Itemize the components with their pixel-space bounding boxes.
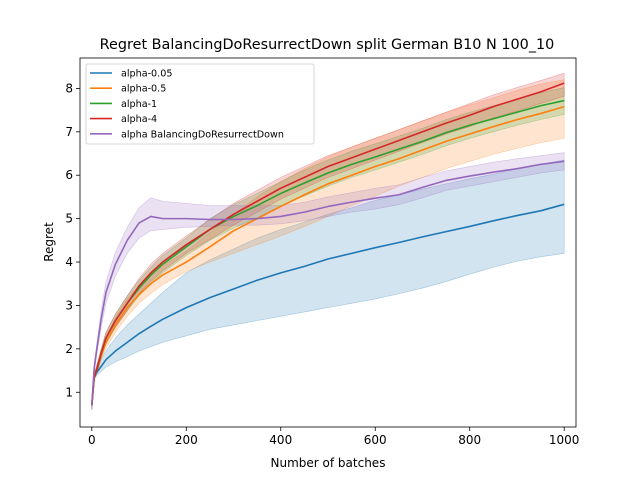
- y-axis-label: Regret: [42, 222, 56, 262]
- band-alpha-0-05: [91, 159, 565, 410]
- legend-label: alpha-0.5: [121, 84, 166, 95]
- band-alpha-4: [91, 72, 565, 410]
- legend-label: alpha BalancingDoResurrectDown: [121, 129, 284, 140]
- x-axis-ticks: 0 200 400 600 800 1000: [88, 427, 579, 447]
- y-tick-label: 5: [65, 212, 73, 226]
- y-tick-label: 3: [65, 298, 73, 312]
- line-alpha-4: [91, 82, 565, 406]
- legend-label: alpha-1: [121, 99, 157, 110]
- line-alpha-0-05: [91, 203, 565, 406]
- plot-frame: [79, 57, 577, 428]
- legend-box: [85, 63, 315, 145]
- x-tick-label: 400: [269, 433, 292, 447]
- legend-item-alpha-1: alpha-1: [90, 99, 157, 110]
- x-tick-label: 800: [458, 433, 481, 447]
- legend-item-alpha-balancingdoresurrectdown: alpha BalancingDoResurrectDown: [90, 129, 284, 140]
- y-tick-label: 8: [65, 81, 73, 95]
- y-tick-label: 1: [65, 385, 73, 399]
- x-tick-label: 1000: [549, 433, 580, 447]
- legend-item-alpha-4: alpha-4: [90, 114, 157, 125]
- y-tick-label: 4: [65, 255, 73, 269]
- x-tick-label: 600: [364, 433, 387, 447]
- legend-item-alpha-0-05: alpha-0.05: [90, 69, 172, 80]
- y-tick-label: 6: [65, 168, 73, 182]
- band-alpha-balancingdoresurrectdown: [91, 152, 565, 410]
- line-alpha-balancingdoresurrectdown: [91, 160, 565, 406]
- legend-item-alpha-0-5: alpha-0.5: [90, 84, 166, 95]
- legend-label: alpha-0.05: [121, 69, 172, 80]
- y-tick-label: 7: [65, 125, 73, 139]
- band-alpha-0-5: [91, 79, 565, 410]
- x-axis-label: Number of batches: [271, 456, 386, 470]
- series-lines: [91, 82, 565, 406]
- x-tick-label: 200: [175, 433, 198, 447]
- y-axis-ticks: 1 2 3 4 5 6 7 8: [65, 81, 80, 399]
- x-tick-label: 0: [88, 433, 96, 447]
- chart-title: Regret BalancingDoResurrectDown split Ge…: [100, 37, 555, 53]
- legend-items: alpha-0.05 alpha-0.5 alpha-1 alpha-4 alpha B…: [90, 69, 284, 140]
- y-tick-label: 2: [65, 342, 73, 356]
- legend-label: alpha-4: [121, 114, 157, 125]
- legend: alpha-0.05 alpha-0.5 alpha-1 alpha-4 alpha B…: [85, 63, 315, 145]
